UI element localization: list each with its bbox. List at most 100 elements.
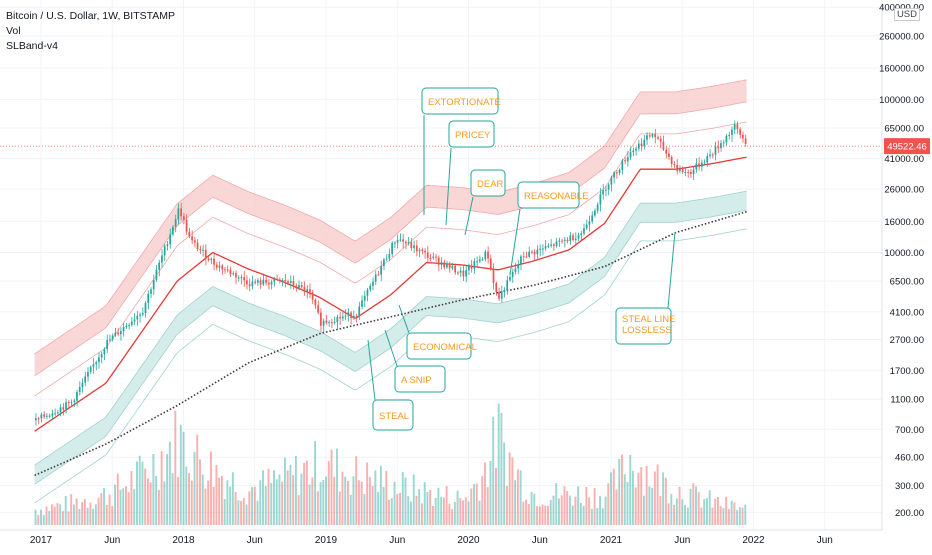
volume-bar — [300, 473, 303, 525]
candle-body — [643, 139, 646, 147]
volume-bar — [711, 507, 714, 525]
candle-body — [698, 163, 700, 167]
candle-body — [629, 152, 632, 158]
volume-bar — [111, 505, 114, 525]
volume-bar — [574, 496, 577, 525]
volume-bar — [642, 495, 645, 525]
candle-body — [607, 184, 610, 190]
volume-bar — [722, 508, 725, 525]
candle-body — [476, 261, 478, 263]
candle-body — [144, 303, 147, 314]
price-tick-label: 4100.00 — [890, 307, 924, 318]
volume-bar — [220, 475, 223, 525]
candle-body — [309, 289, 311, 293]
band-line — [34, 228, 747, 504]
candle-body — [174, 219, 177, 228]
volume-bar — [659, 496, 662, 525]
volume-bar — [67, 511, 70, 525]
symbol-title[interactable]: Bitcoin / U.S. Dollar, 1W, BITSTAMP — [6, 10, 176, 22]
candle-body — [122, 326, 125, 332]
candle-body — [489, 258, 492, 269]
volume-bar — [607, 483, 610, 525]
candle-body — [322, 320, 325, 326]
volume-bar — [525, 499, 528, 525]
price-tick-label: 1100.00 — [890, 395, 924, 406]
band-indicator-label[interactable]: SLBand-v4 — [6, 40, 58, 52]
volume-bar — [127, 492, 130, 525]
candle-body — [196, 242, 199, 250]
volume-bar — [177, 477, 180, 525]
volume-bar — [100, 493, 103, 525]
currency-button[interactable]: USD — [893, 8, 920, 21]
candle-body — [369, 285, 372, 290]
time-tick-label: Jun — [104, 535, 120, 546]
candle-body — [640, 143, 643, 147]
candle-body — [492, 268, 495, 283]
candle-body — [602, 190, 604, 195]
volume-bar — [464, 497, 467, 525]
annotation-callout: ECONOMICAL — [398, 304, 477, 360]
annotation-pointer — [509, 208, 521, 276]
candle-body — [498, 291, 500, 299]
candle-body — [306, 289, 309, 292]
current-price-label: 49522.46 — [887, 142, 927, 153]
volume-bar — [270, 482, 273, 525]
candle-body — [166, 244, 169, 246]
candle-body — [237, 277, 240, 279]
candle-body — [572, 235, 574, 241]
volume-bar — [188, 472, 190, 525]
volume-bar — [448, 503, 451, 525]
volume-bar — [410, 501, 412, 525]
volume-bar — [37, 514, 40, 525]
price-tick-label: 200.00 — [895, 508, 924, 519]
volume-bar — [114, 484, 117, 525]
candle-body — [355, 315, 358, 317]
price-axis-bg — [882, 0, 932, 550]
candle-body — [393, 242, 396, 244]
volume-bar — [582, 505, 585, 525]
volume-bar — [119, 489, 122, 525]
candle-body — [383, 259, 385, 267]
candle-body — [657, 137, 659, 139]
candle-body — [163, 245, 166, 256]
volume-bar — [738, 507, 741, 525]
annotation-callout: EXTORTIONATE — [421, 87, 501, 215]
volume-bar — [462, 500, 465, 525]
volume-bar — [223, 498, 226, 525]
candle-body — [133, 319, 136, 322]
volume-bar — [492, 416, 495, 525]
volume-bar — [631, 471, 634, 525]
volume-bar — [242, 498, 245, 525]
volume-bar — [297, 495, 300, 525]
volume-bar — [541, 504, 544, 525]
volume-bar — [382, 486, 385, 525]
volume-bar — [322, 479, 325, 525]
candle-body — [298, 285, 300, 289]
candle-body — [278, 279, 281, 281]
volume-bar — [615, 489, 618, 525]
time-tick-label: Jun — [389, 535, 405, 546]
candle-body — [289, 280, 292, 283]
candle-body — [273, 278, 276, 282]
volume-bar — [503, 442, 506, 525]
candle-body — [418, 249, 421, 252]
time-tick-label: 2017 — [30, 535, 53, 546]
candle-body — [45, 415, 48, 417]
volume-bar — [316, 491, 319, 525]
volume-bar — [415, 495, 418, 525]
volume-bar — [467, 501, 470, 525]
candle-body — [139, 314, 141, 316]
volume-bar — [42, 515, 45, 525]
volume-indicator-label[interactable]: Vol — [6, 25, 21, 37]
candle-body — [410, 242, 413, 249]
volume-bar — [253, 486, 256, 525]
volume-bar — [371, 486, 374, 525]
candle-body — [531, 251, 533, 253]
candle-body — [632, 150, 635, 153]
candle-body — [742, 134, 744, 139]
candle-body — [300, 285, 303, 288]
candle-body — [100, 354, 103, 358]
